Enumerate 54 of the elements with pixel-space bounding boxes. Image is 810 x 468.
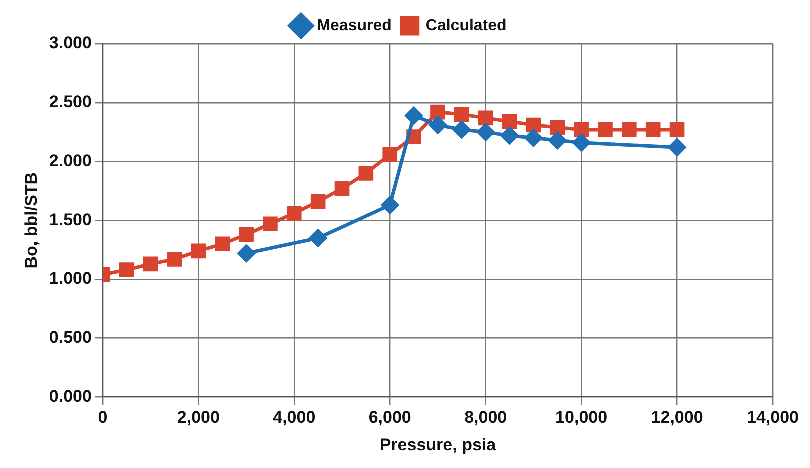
point — [286, 206, 302, 221]
x-tick-label: 4,000 — [273, 408, 316, 428]
point — [524, 129, 542, 147]
point — [550, 120, 566, 135]
y-tick-label: 3.000 — [49, 34, 92, 53]
point — [382, 147, 398, 162]
point — [429, 116, 447, 134]
point — [381, 196, 399, 214]
legend-label: Measured — [317, 17, 392, 34]
point — [478, 110, 494, 126]
point — [646, 122, 661, 138]
point — [453, 121, 471, 139]
y-tick-label: 1.500 — [49, 210, 92, 230]
point — [238, 244, 256, 262]
point — [526, 118, 542, 133]
point — [477, 124, 495, 142]
point — [191, 244, 206, 259]
point — [454, 107, 470, 122]
point — [668, 138, 686, 156]
y-tick-label: 0.000 — [49, 386, 92, 406]
y-tick-label: 1.000 — [49, 269, 92, 288]
y-tick-label: 0.500 — [49, 328, 92, 348]
legend-label: Calculated — [426, 17, 507, 34]
y-tick-label: 2.000 — [49, 151, 92, 170]
point — [572, 134, 590, 152]
point — [143, 256, 158, 272]
x-tick-label: 12,000 — [651, 408, 704, 428]
x-tick-label: 14,000 — [747, 408, 799, 428]
point — [548, 132, 566, 150]
point — [430, 104, 446, 120]
point — [310, 194, 326, 210]
point — [405, 107, 423, 125]
point — [502, 114, 518, 130]
point — [501, 127, 519, 145]
point — [622, 122, 637, 138]
point — [263, 216, 278, 232]
point — [670, 122, 685, 138]
point — [574, 122, 589, 138]
x-tick-label: 8,000 — [464, 408, 508, 428]
point — [334, 181, 350, 196]
point — [358, 166, 374, 181]
point — [239, 227, 254, 242]
point — [310, 230, 328, 248]
x-tick-label: 0 — [98, 408, 108, 428]
x-tick-label: 2,000 — [177, 408, 220, 428]
x-tick-label: 10,000 — [556, 408, 608, 428]
y-axis-title: Bo, bbl/STB — [22, 172, 41, 269]
point — [119, 262, 134, 278]
y-tick-label: 2.500 — [49, 92, 92, 112]
point — [167, 252, 182, 267]
point — [598, 122, 613, 138]
x-axis-title: Pressure, psia — [380, 435, 497, 454]
point — [215, 236, 230, 252]
x-tick-label: 6,000 — [368, 408, 412, 428]
